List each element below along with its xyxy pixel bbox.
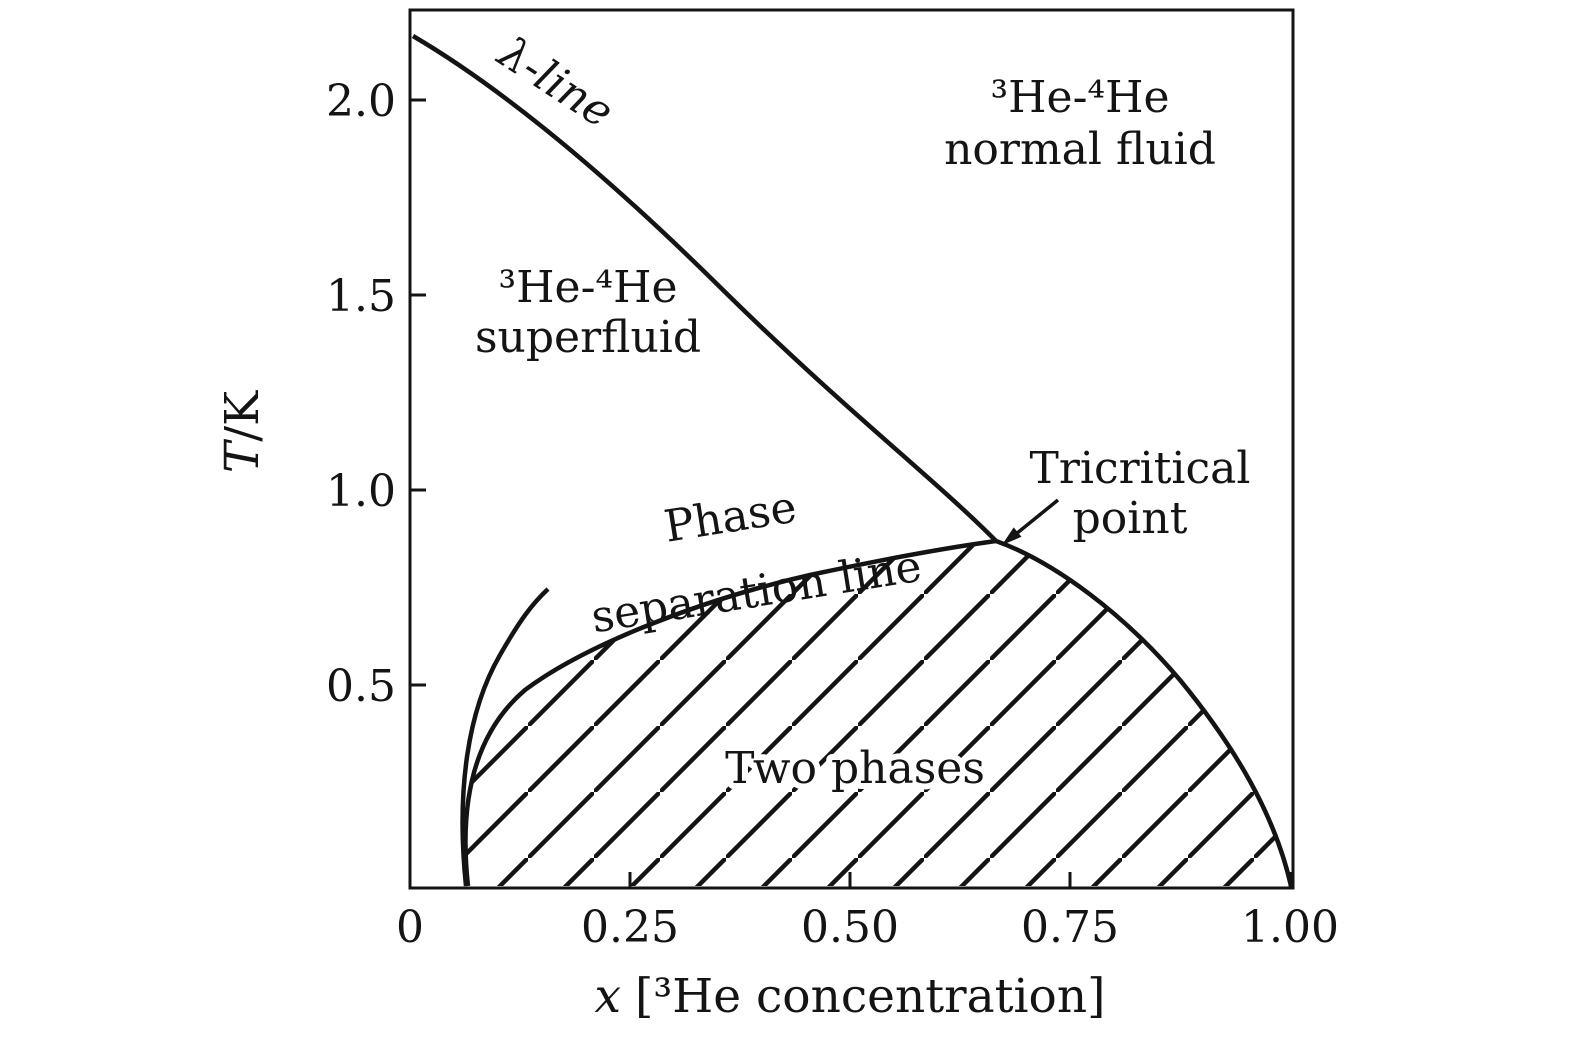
y-axis-title-var: T [215,438,270,473]
x-tick-0.25: 0.25 [581,902,679,953]
x-tick-0.75: 0.75 [1021,902,1119,953]
y-tick-0.5: 0.5 [326,661,396,712]
y-axis-title-rest: /K [215,390,270,442]
tricritical-arrow-icon [1002,498,1060,545]
superfluid-label-line1: ³He-⁴He [499,262,678,313]
superfluid-label-line2: superfluid [475,312,701,363]
x-tick-0: 0 [396,902,424,953]
x-axis-title-var: x [595,969,622,1024]
axis-ticks [410,98,1292,888]
x-tick-0.50: 0.50 [801,902,899,953]
lambda-line-curve [411,34,998,543]
phase-separation-left-curve [463,538,997,887]
y-tick-1.0: 1.0 [326,466,396,517]
tricritical-label-line2: point [1073,493,1188,544]
normal-fluid-label-line2: normal fluid [944,124,1216,175]
phase-separation-right-curve [995,538,1294,887]
y-tick-2.0: 2.0 [326,76,396,127]
y-axis-title: T/K [215,390,270,473]
normal-fluid-label-line1: ³He-⁴He [991,72,1170,123]
phase-separation-label-line1: Phase [661,482,800,553]
lambda-line-label: λ-line [488,26,623,138]
x-axis-title-rest: [³He concentration] [635,969,1105,1024]
x-axis-title: x [³He concentration] [595,969,1106,1024]
y-tick-1.5: 1.5 [326,271,396,322]
two-phases-label: Two phases [725,743,985,794]
x-tick-1.00: 1.00 [1241,902,1339,953]
dilute-boundary-curve [460,587,550,887]
tricritical-label-line1: Tricritical [1030,443,1251,494]
